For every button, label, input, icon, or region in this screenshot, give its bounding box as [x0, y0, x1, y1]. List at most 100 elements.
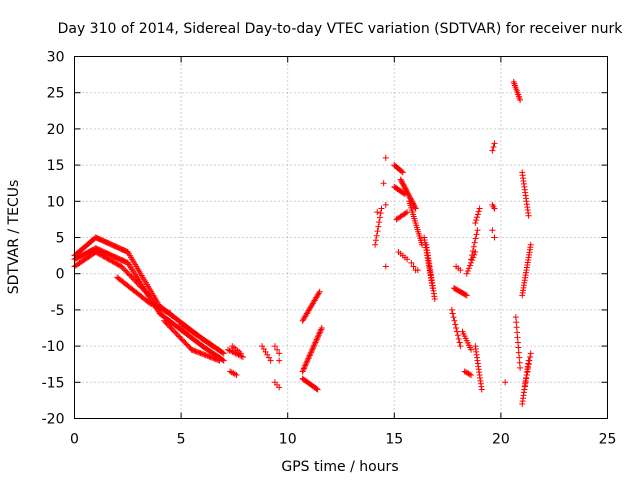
- data-point: [468, 346, 475, 353]
- data-point: [307, 351, 314, 358]
- x-tick-label: 20: [492, 432, 510, 448]
- data-point: [517, 96, 524, 103]
- data-point: [491, 140, 498, 147]
- data-point: [457, 267, 464, 274]
- data-point: [162, 319, 169, 326]
- data-point: [474, 214, 481, 221]
- data-point: [115, 262, 122, 269]
- data-point: [167, 310, 174, 317]
- data-point: [317, 327, 324, 334]
- data-point: [101, 254, 108, 261]
- data-point: [208, 342, 215, 349]
- data-point: [127, 272, 134, 279]
- data-point: [527, 353, 534, 360]
- data-point: [431, 296, 438, 303]
- data-point: [311, 342, 318, 349]
- data-point: [181, 338, 188, 345]
- data-point: [452, 321, 459, 328]
- data-point: [456, 339, 463, 346]
- data-point: [125, 271, 132, 278]
- data-point: [523, 372, 530, 379]
- data-point: [302, 361, 309, 368]
- data-point: [404, 190, 411, 197]
- data-point: [92, 248, 99, 255]
- data-point: [174, 332, 181, 339]
- data-point: [318, 326, 325, 333]
- data-point: [515, 349, 522, 356]
- data-point: [372, 237, 379, 244]
- data-point: [138, 284, 145, 291]
- data-point: [113, 260, 120, 267]
- data-point: [411, 204, 418, 211]
- data-point: [118, 263, 125, 270]
- data-point: [233, 372, 240, 379]
- data-point: [219, 349, 226, 356]
- axis-ticks: 0 5 10 15 20 25 -20 -15 -10 -5 0 5 10 15 20 25 30: [42, 50, 617, 448]
- data-point: [210, 343, 217, 350]
- data-point: [462, 291, 469, 298]
- data-point: [412, 205, 419, 212]
- y-tick-label: -5: [51, 303, 65, 319]
- data-point: [466, 262, 473, 269]
- data-point: [178, 336, 185, 343]
- data-point: [169, 326, 176, 333]
- data-point: [110, 259, 117, 266]
- data-point: [171, 328, 178, 335]
- data-point: [514, 339, 521, 346]
- data-point: [152, 302, 159, 309]
- data-point: [141, 287, 148, 294]
- y-axis-label: SDTVAR / TECUs: [6, 180, 22, 295]
- data-point: [407, 195, 414, 202]
- data-point: [139, 285, 146, 292]
- data-point: [315, 290, 322, 297]
- data-point: [167, 324, 174, 331]
- data-point: [149, 301, 156, 308]
- data-point: [490, 144, 497, 150]
- data-point: [464, 369, 471, 376]
- data-point: [516, 354, 523, 361]
- data-point: [142, 288, 149, 295]
- data-point: [184, 342, 191, 349]
- data-point: [489, 227, 496, 234]
- data-point: [374, 209, 381, 216]
- data-point: [405, 191, 412, 198]
- data-point: [132, 277, 139, 284]
- data-point: [123, 268, 130, 275]
- data-point: [402, 185, 409, 192]
- data-point: [397, 176, 404, 183]
- data-point: [373, 232, 380, 239]
- data-point: [162, 307, 169, 314]
- data-point: [382, 263, 389, 270]
- data-point: [229, 348, 236, 355]
- data-point: [128, 273, 135, 280]
- x-axis-label: GPS time / hours: [281, 459, 398, 475]
- y-tick-label: 20: [47, 122, 65, 138]
- data-point: [457, 343, 464, 350]
- data-point: [466, 371, 473, 378]
- data-point: [103, 254, 110, 261]
- data-point: [514, 329, 521, 336]
- data-point: [465, 265, 472, 272]
- data-point: [119, 264, 126, 271]
- data-point: [527, 350, 534, 357]
- data-point: [307, 349, 314, 356]
- data-point: [314, 335, 321, 342]
- data-point: [129, 275, 136, 282]
- data-point: [302, 362, 309, 369]
- data-point: [177, 334, 184, 341]
- data-point: [463, 292, 470, 299]
- data-point: [220, 350, 227, 357]
- y-tick-label: -10: [42, 339, 65, 355]
- data-point: [502, 379, 509, 386]
- data-point: [521, 386, 528, 393]
- data-point: [465, 370, 472, 377]
- data-point: [311, 340, 318, 347]
- data-point: [172, 329, 179, 336]
- data-point: [399, 180, 406, 187]
- data-point: [473, 217, 480, 224]
- data-point: [478, 386, 485, 393]
- data-point: [164, 321, 171, 328]
- data-point: [491, 205, 498, 212]
- data-point: [382, 154, 389, 161]
